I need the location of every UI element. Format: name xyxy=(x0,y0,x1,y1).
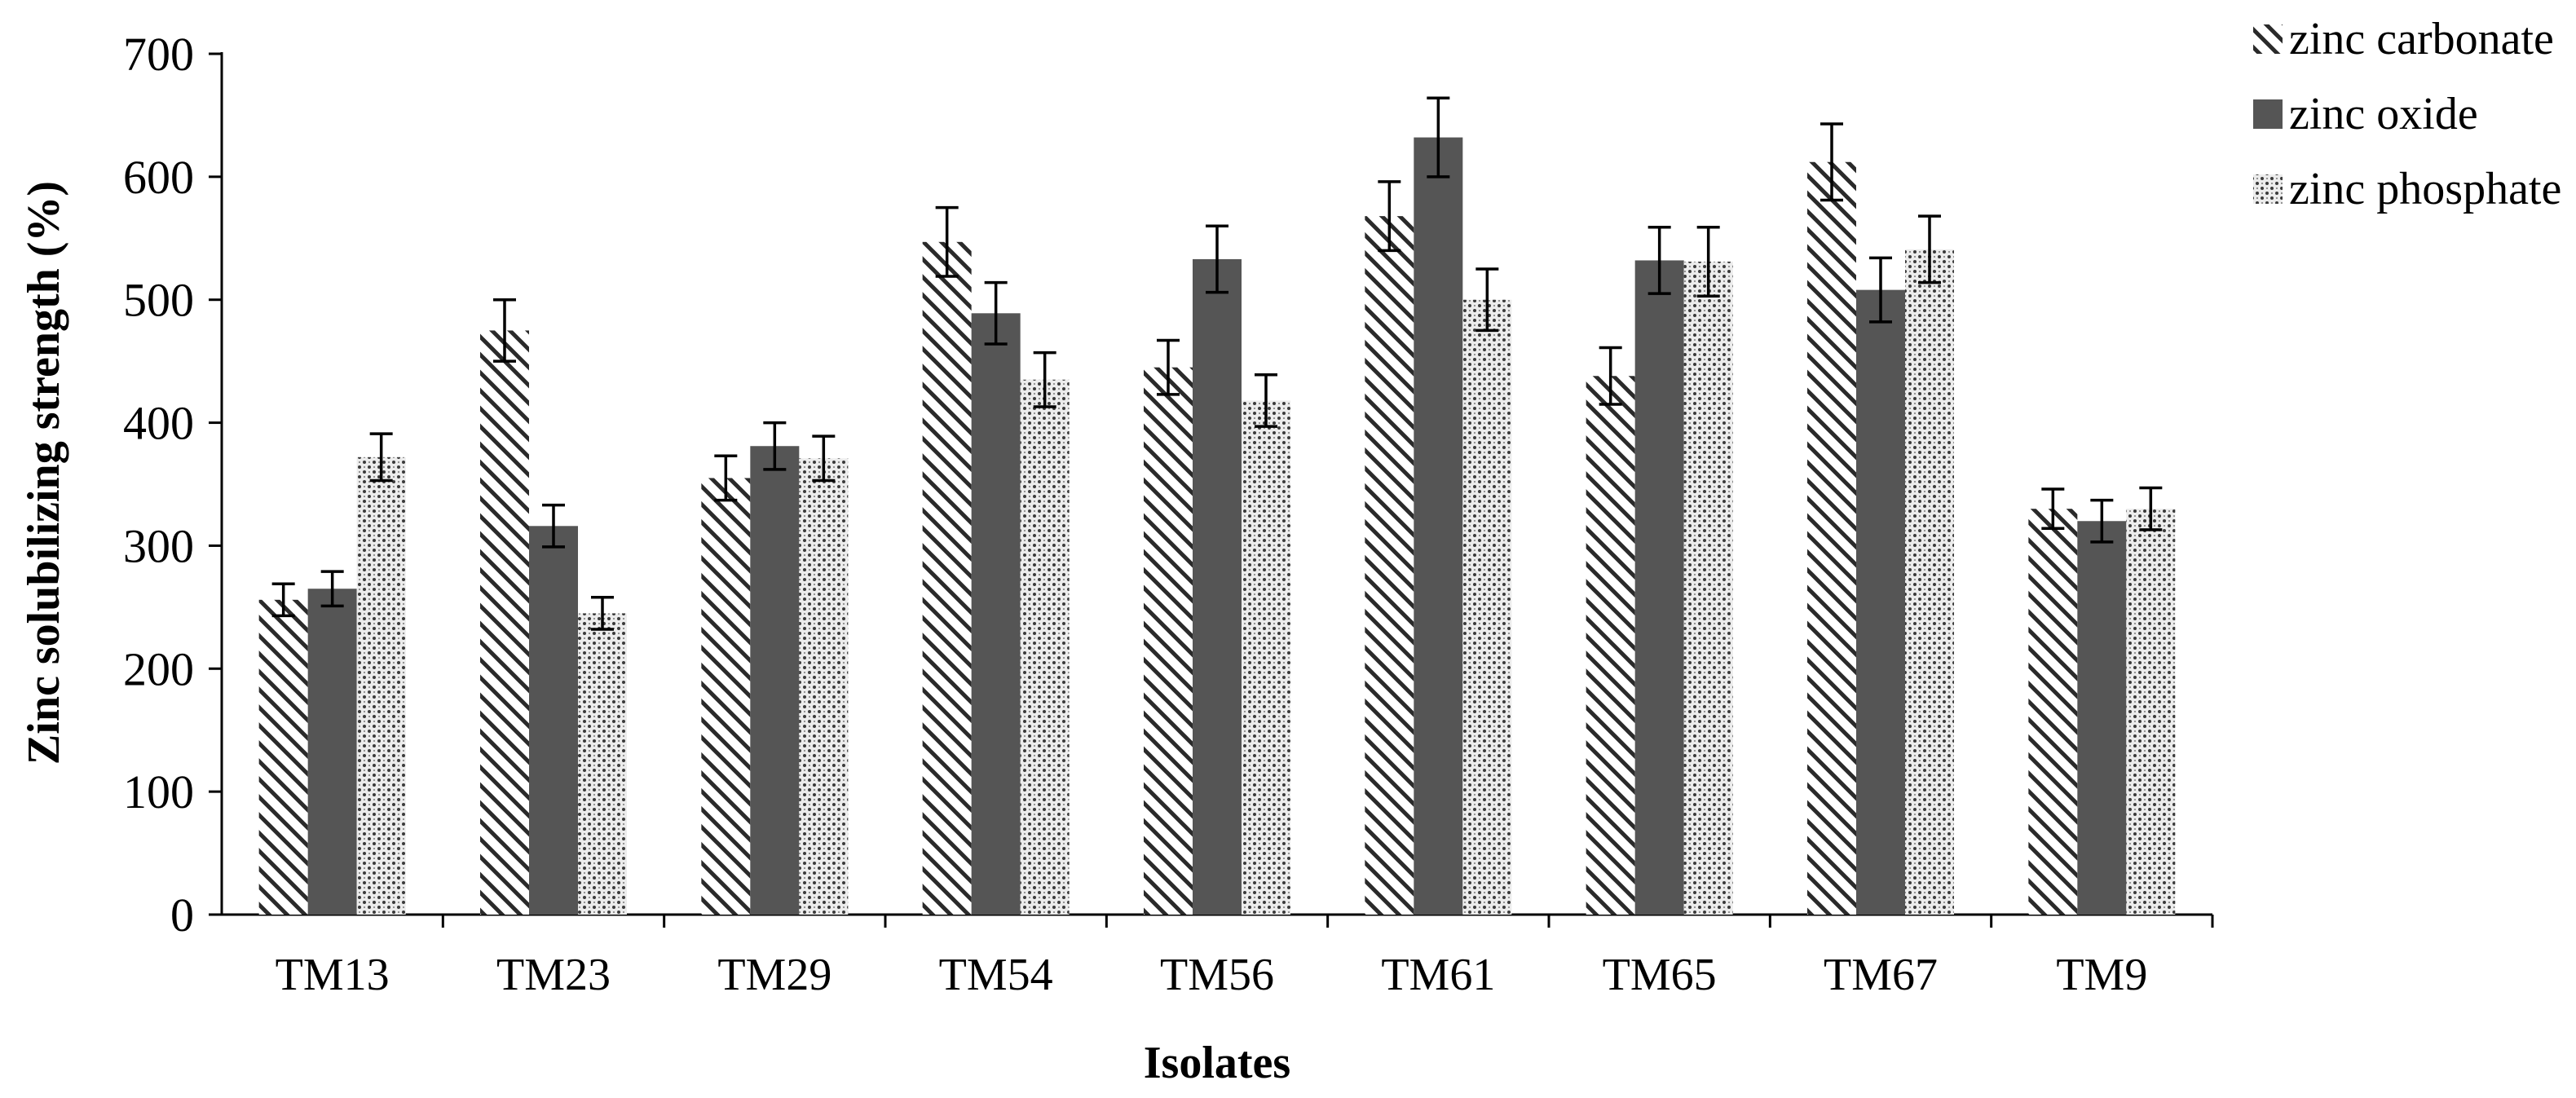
bar-zinc-oxide-TM13 xyxy=(307,589,357,915)
bar-zinc-oxide-TM23 xyxy=(529,526,578,915)
y-tick-label: 300 xyxy=(123,519,194,572)
bar-zinc-oxide-TM61 xyxy=(1414,137,1463,915)
legend: zinc carbonate zinc oxide zinc phosphate xyxy=(2253,14,2561,214)
y-tick-label: 600 xyxy=(123,151,194,204)
x-category-label: TM29 xyxy=(717,950,831,1000)
legend-swatch-zinc-carbonate xyxy=(2253,24,2283,54)
bar-zinc-phosphate-TM29 xyxy=(799,458,849,915)
bar-zinc-phosphate-TM54 xyxy=(1020,379,1070,915)
legend-label-zinc-oxide: zinc oxide xyxy=(2289,89,2478,139)
legend-label-zinc-phosphate: zinc phosphate xyxy=(2289,164,2561,214)
bar-zinc-oxide-TM29 xyxy=(750,446,800,915)
x-category-label: TM13 xyxy=(276,950,390,1000)
bar-zinc-phosphate-TM67 xyxy=(1905,249,1954,915)
bar-zinc-phosphate-TM61 xyxy=(1462,299,1512,915)
bar-zinc-oxide-TM65 xyxy=(1634,260,1684,915)
y-tick-label: 200 xyxy=(123,642,194,695)
bar-zinc-carbonate-TM65 xyxy=(1586,376,1635,915)
bar-zinc-phosphate-TM65 xyxy=(1683,261,1733,915)
y-tick-label: 400 xyxy=(123,397,194,450)
y-tick-label: 100 xyxy=(123,765,194,818)
x-category-label: TM54 xyxy=(939,950,1053,1000)
axes: 0 100 200 300 400 500 600 700 TM13 TM23 TM29 TM54 TM… xyxy=(123,28,2214,1000)
bar-zinc-phosphate-TM23 xyxy=(578,613,627,915)
x-category-label: TM9 xyxy=(2056,950,2147,1000)
bar-zinc-carbonate-TM13 xyxy=(258,599,308,915)
error-bars xyxy=(271,96,2163,631)
y-tick-label: 500 xyxy=(123,274,194,327)
bar-zinc-phosphate-TM13 xyxy=(356,456,406,915)
bar-zinc-carbonate-TM29 xyxy=(701,478,751,915)
legend-label-zinc-carbonate: zinc carbonate xyxy=(2289,14,2554,64)
x-category-label: TM61 xyxy=(1381,950,1495,1000)
bar-zinc-oxide-TM56 xyxy=(1193,258,1242,915)
y-axis-title: Zinc solubilizing strength (%) xyxy=(19,181,69,765)
legend-swatch-zinc-phosphate xyxy=(2253,174,2283,204)
bar-zinc-carbonate-TM9 xyxy=(2028,509,2078,915)
bar-zinc-oxide-TM54 xyxy=(971,313,1021,915)
legend-swatch-zinc-oxide xyxy=(2253,99,2283,129)
bar-zinc-phosphate-TM56 xyxy=(1242,400,1290,915)
labels: Zinc solubilizing strength (%) Isolates xyxy=(19,181,1290,1088)
bar-zinc-carbonate-TM56 xyxy=(1144,367,1193,915)
x-category-label: TM65 xyxy=(1603,950,1717,1000)
x-category-label: TM23 xyxy=(496,950,611,1000)
bar-zinc-carbonate-TM54 xyxy=(922,241,972,915)
bars xyxy=(258,137,2176,915)
x-category-label: TM56 xyxy=(1160,950,1274,1000)
x-category-label: TM67 xyxy=(1824,950,1938,1000)
bar-zinc-phosphate-TM9 xyxy=(2126,509,2176,915)
bar-zinc-carbonate-TM23 xyxy=(480,330,529,915)
bar-zinc-oxide-TM9 xyxy=(2077,521,2127,915)
y-tick-label: 700 xyxy=(123,28,194,81)
bar-zinc-carbonate-TM61 xyxy=(1365,216,1414,915)
bar-zinc-oxide-TM67 xyxy=(1856,289,1905,915)
y-tick-label: 0 xyxy=(170,889,194,941)
x-axis-title: Isolates xyxy=(1144,1038,1290,1088)
bar-zinc-carbonate-TM67 xyxy=(1807,161,1856,915)
